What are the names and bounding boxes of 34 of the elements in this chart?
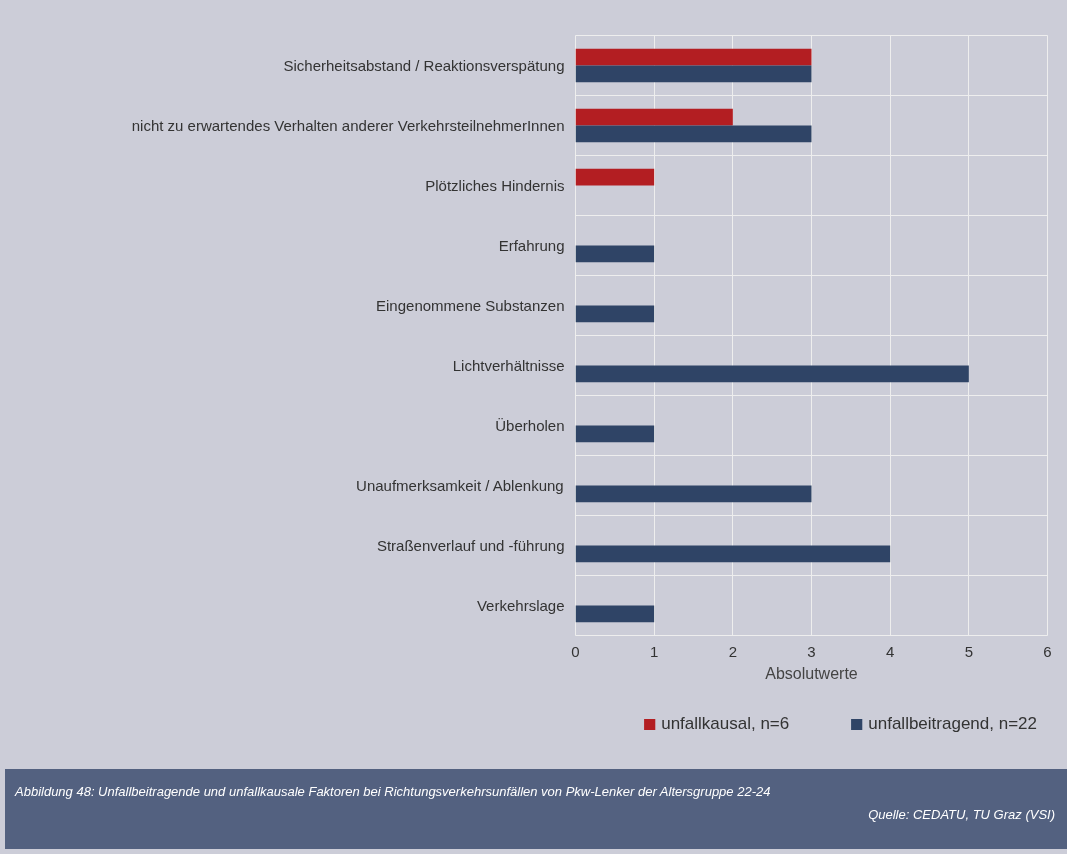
y-tick-label: nicht zu erwartendes Verhalten anderer VerkehrsteilnehmerInnen <box>131 117 565 134</box>
bar <box>575 125 812 143</box>
bar <box>575 605 655 623</box>
x-axis-title: Absolutwerte <box>765 664 858 682</box>
bar <box>575 485 812 503</box>
source-note: Quelle: CEDATU, TU Graz (VSI) <box>867 805 1055 824</box>
bar <box>575 48 812 66</box>
bar <box>575 108 733 126</box>
x-tick-label: 1 <box>650 642 659 660</box>
bar <box>575 65 812 83</box>
bar <box>575 305 655 323</box>
bar <box>575 168 655 186</box>
y-tick-label: Erfahrung <box>498 237 565 254</box>
legend-label: unfallbeitragend, n=22 <box>868 714 1037 734</box>
x-tick-label: 2 <box>728 642 738 660</box>
x-tick-label: 5 <box>964 642 974 660</box>
bar <box>575 545 891 563</box>
y-tick-label: Verkehrslage <box>476 597 565 614</box>
bar <box>575 425 655 443</box>
text: Abbildung 48: Unfallbeitragende und unfallkausale Faktoren bei Richtungsverkehrsunfällen von Pkw-Lenker der Altersgruppe 22-24 <box>15 783 772 801</box>
bar <box>575 245 655 263</box>
bar <box>575 365 969 383</box>
y-tick-label: Überholen <box>495 417 565 434</box>
y-tick-label: Eingenommene Substanzen <box>376 297 565 314</box>
legend-label: unfallkausal, n=6 <box>661 714 790 734</box>
x-tick-label: 0 <box>571 642 580 660</box>
x-tick-label: 4 <box>886 642 895 660</box>
x-tick-label: 6 <box>1043 642 1052 660</box>
y-tick-label: Unaufmerksamkeit / Ablenkung <box>356 477 564 494</box>
y-tick-label: Plötzliches Hindernis <box>425 177 565 194</box>
x-tick-label: 3 <box>807 642 816 660</box>
y-tick-label: Straßenverlauf und -führung <box>376 537 565 554</box>
y-tick-label: Sicherheitsabstand / Reaktionsverspätung <box>283 57 565 74</box>
y-tick-label: Lichtverhältnisse <box>452 357 565 374</box>
